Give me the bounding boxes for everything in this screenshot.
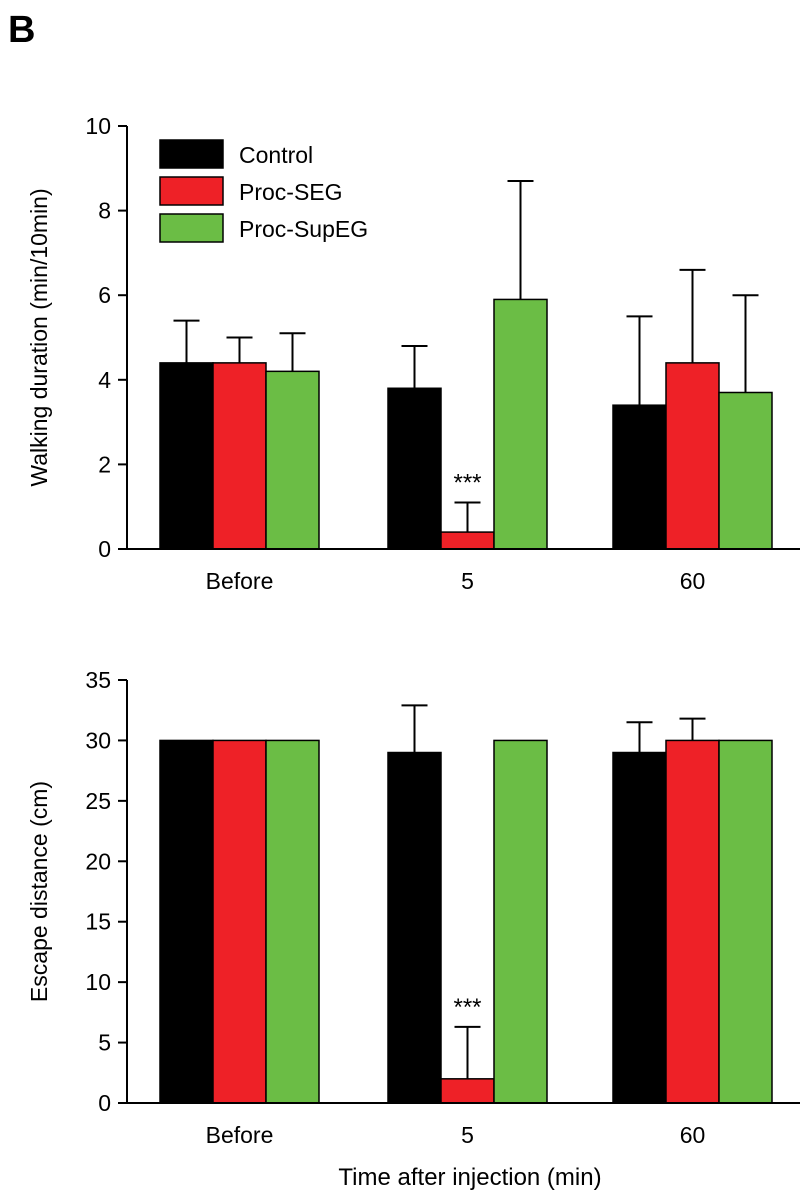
bar-control-before (159, 739, 214, 1104)
y-tick-label: 15 (85, 909, 111, 935)
x-axis-title: Time after injection (min) (338, 1164, 601, 1191)
bar-control-before (159, 362, 214, 550)
bar-control-60 (612, 751, 667, 1104)
y-tick-label: 35 (85, 667, 111, 693)
significance-annotation: *** (453, 469, 481, 496)
bar-proc-supeg-5 (493, 298, 548, 550)
y-tick-label: 20 (85, 848, 111, 874)
x-tick-label: 60 (680, 1122, 706, 1148)
y-tick-label: 2 (98, 451, 111, 477)
y-tick-label: 6 (98, 282, 111, 308)
bar-control-5 (387, 751, 442, 1104)
bar-proc-seg-60 (665, 739, 720, 1104)
x-tick-label: Before (206, 568, 274, 594)
y-tick-label: 10 (85, 969, 111, 995)
y-tick-label: 10 (85, 113, 111, 139)
bar-proc-seg-5 (440, 531, 495, 550)
bar-proc-supeg-5 (493, 739, 548, 1104)
legend-swatch-proc-seg (159, 176, 224, 206)
x-tick-label: 60 (680, 568, 706, 594)
legend-label-control: Control (239, 142, 313, 168)
y-axis-title: Walking duration (min/10min) (26, 188, 52, 486)
x-tick-label: 5 (461, 568, 474, 594)
x-tick-label: 5 (461, 1122, 474, 1148)
y-tick-label: 0 (98, 536, 111, 562)
bar-proc-supeg-before (265, 739, 320, 1104)
y-tick-label: 30 (85, 727, 111, 753)
bar-proc-seg-before (212, 362, 267, 550)
bar-proc-supeg-60 (718, 739, 773, 1104)
legend-label-proc-supeg: Proc-SupEG (239, 216, 368, 242)
y-tick-label: 25 (85, 788, 111, 814)
legend-label-proc-seg: Proc-SEG (239, 179, 343, 205)
bar-proc-seg-before (212, 739, 267, 1104)
significance-annotation: *** (453, 994, 481, 1021)
bar-proc-supeg-before (265, 370, 320, 550)
bar-proc-seg-5 (440, 1078, 495, 1104)
x-tick-label: Before (206, 1122, 274, 1148)
y-axis-title: Escape distance (cm) (26, 781, 52, 1002)
panel-label: B (8, 9, 35, 51)
bar-proc-supeg-60 (718, 391, 773, 550)
chart-escape-distance: *** 0 5 10 15 20 25 30 35 Before 5 60 Escape distanc… (26, 667, 800, 1148)
chart-walking-duration: *** 0 2 4 6 8 10 Before 5 60 Walking duration (min… (26, 113, 800, 594)
bar-control-5 (387, 387, 442, 550)
y-tick-label: 0 (98, 1090, 111, 1116)
legend-swatch-control (159, 139, 224, 169)
y-tick-label: 8 (98, 198, 111, 224)
y-tick-label: 4 (98, 367, 111, 393)
legend-swatch-proc-supeg (159, 213, 224, 243)
y-tick-label: 5 (98, 1030, 111, 1056)
bar-proc-seg-60 (665, 362, 720, 550)
bar-control-60 (612, 404, 667, 550)
